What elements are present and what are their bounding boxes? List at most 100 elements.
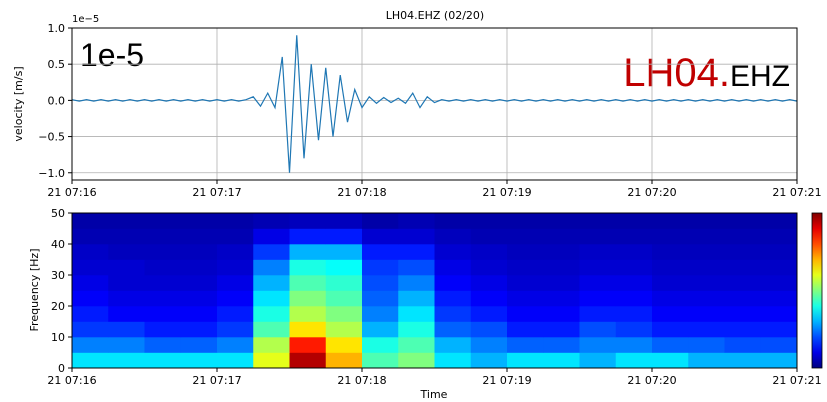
heat-cell	[725, 229, 762, 245]
heat-cell	[761, 260, 798, 276]
heat-cell	[72, 291, 109, 307]
heat-cell	[580, 337, 617, 353]
heat-cell	[471, 229, 508, 245]
heat-cell	[725, 337, 762, 353]
heat-cell	[362, 229, 399, 245]
heat-cell	[471, 244, 508, 260]
y-tick-label: 1.0	[48, 22, 66, 35]
heat-cell	[471, 260, 508, 276]
heat-cell	[688, 213, 725, 229]
heat-cell	[145, 353, 182, 369]
y-tick-label: 0	[58, 362, 65, 375]
heat-cell	[580, 244, 617, 260]
heat-cell	[507, 306, 544, 322]
heat-cell	[471, 306, 508, 322]
heat-cell	[72, 322, 109, 338]
heat-cell	[362, 291, 399, 307]
heat-cell	[761, 229, 798, 245]
heat-cell	[290, 353, 327, 369]
heat-cell	[290, 322, 327, 338]
scale-annotation: 1e-5	[80, 37, 144, 73]
heat-cell	[398, 244, 435, 260]
heat-cell	[616, 322, 653, 338]
heat-cell	[181, 213, 218, 229]
heat-cell	[471, 337, 508, 353]
heat-cell	[507, 244, 544, 260]
heat-cell	[652, 291, 689, 307]
heat-cell	[108, 213, 145, 229]
heat-cell	[398, 322, 435, 338]
heat-cell	[761, 244, 798, 260]
x-tick-label: 21 07:20	[627, 374, 676, 387]
heat-cell	[616, 337, 653, 353]
heat-cell	[108, 306, 145, 322]
heat-cell	[217, 353, 254, 369]
heat-cell	[543, 306, 580, 322]
heat-cell	[181, 244, 218, 260]
heat-cell	[108, 229, 145, 245]
heat-cell	[616, 275, 653, 291]
heat-cell	[688, 322, 725, 338]
heat-cell	[145, 275, 182, 291]
heat-cell	[290, 291, 327, 307]
heat-cell	[725, 306, 762, 322]
heat-cell	[72, 353, 109, 369]
heat-cell	[217, 213, 254, 229]
heat-cell	[145, 229, 182, 245]
x-tick-label: 21 07:17	[192, 374, 241, 387]
x-tick-label: 21 07:21	[772, 374, 821, 387]
heat-cell	[290, 213, 327, 229]
heat-cell	[543, 260, 580, 276]
heat-cell	[507, 260, 544, 276]
heat-cell	[290, 244, 327, 260]
heat-cell	[181, 306, 218, 322]
heat-cell	[652, 322, 689, 338]
heat-cell	[253, 213, 290, 229]
heat-cell	[362, 260, 399, 276]
heat-cell	[181, 291, 218, 307]
heat-cell	[435, 260, 472, 276]
y-tick-label: 0.5	[48, 58, 66, 71]
heat-cell	[543, 275, 580, 291]
heat-cell	[688, 291, 725, 307]
heat-cell	[326, 275, 363, 291]
heat-cell	[145, 260, 182, 276]
offset-label: 1e−5	[72, 14, 99, 25]
heat-cell	[652, 260, 689, 276]
heat-cell	[290, 337, 327, 353]
heat-cell	[217, 291, 254, 307]
heat-cell	[435, 353, 472, 369]
heat-cell	[398, 353, 435, 369]
chart-title: LH04.EHZ (02/20)	[386, 9, 484, 22]
heat-cell	[326, 229, 363, 245]
x-tick-label: 21 07:21	[772, 186, 821, 199]
heat-cell	[145, 306, 182, 322]
y-tick-label: 10	[51, 331, 65, 344]
heat-cell	[253, 353, 290, 369]
heat-cell	[616, 306, 653, 322]
heat-cell	[72, 337, 109, 353]
heat-cell	[543, 322, 580, 338]
heat-cell	[253, 244, 290, 260]
station: LH04.	[623, 51, 730, 95]
heat-cell	[181, 260, 218, 276]
heat-cell	[326, 244, 363, 260]
figure: LH04.EHZ (02/20) 1e−5 1e-5 LH04.EHZ velo…	[0, 0, 827, 402]
y-axis-label: velocity [m/s]	[12, 66, 25, 141]
heat-cell	[398, 260, 435, 276]
y-tick-label: 30	[51, 269, 65, 282]
heat-cell	[507, 275, 544, 291]
heat-cell	[362, 322, 399, 338]
heat-cell	[580, 260, 617, 276]
heat-cell	[725, 213, 762, 229]
heat-cell	[253, 229, 290, 245]
heat-cell	[290, 275, 327, 291]
heat-cell	[145, 337, 182, 353]
heat-cell	[290, 229, 327, 245]
heat-cell	[580, 322, 617, 338]
x-tick-label: 21 07:19	[482, 374, 531, 387]
channel: EHZ	[730, 60, 790, 93]
heat-cell	[108, 353, 145, 369]
heat-cell	[507, 229, 544, 245]
heat-cell	[688, 337, 725, 353]
